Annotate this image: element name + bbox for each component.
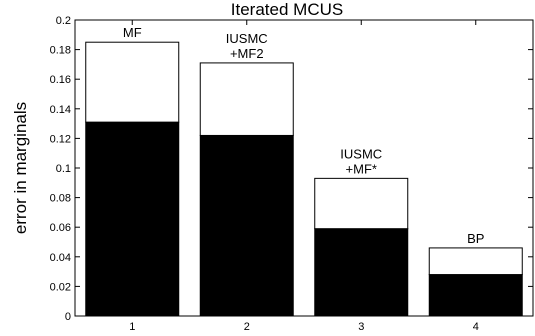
y-tick-label: 0.06 — [50, 222, 71, 234]
bar-annotation: +MF2 — [230, 46, 264, 61]
y-tick-label: 0 — [65, 311, 71, 323]
y-tick-label: 0.02 — [50, 281, 71, 293]
y-axis-label: error in marginals — [11, 102, 30, 234]
bar-lower-segment — [314, 228, 409, 317]
bar-upper-segment — [85, 41, 180, 123]
bar-lower-segment — [428, 274, 523, 317]
y-tick-label: 0.1 — [56, 163, 71, 175]
x-tick-label: 1 — [129, 321, 135, 333]
plot-area: 0 0.02 0.04 0.06 0.08 0.1 0.12 0.14 0.16 0.18 0.2 1… — [50, 15, 534, 333]
y-tick-label: 0.2 — [56, 15, 71, 27]
x-tick-label: 2 — [244, 321, 250, 333]
bar-lower-segment — [85, 121, 180, 317]
y-tick-label: 0.16 — [50, 74, 71, 86]
y-tick-label: 0.14 — [50, 104, 71, 116]
bar-annotation: MF — [123, 25, 142, 40]
y-tick-label: 0.18 — [50, 45, 71, 57]
y-tick-label: 0.04 — [50, 252, 71, 264]
x-tick-label: 3 — [358, 321, 364, 333]
bar-annotation: IUSMC — [340, 146, 382, 161]
chart-title: Iterated MCUS — [231, 0, 343, 19]
bar-upper-segment — [314, 177, 409, 230]
bar-lower-segment — [199, 134, 294, 317]
bar-annotation: BP — [467, 231, 484, 246]
bar-annotation: +MF* — [346, 161, 377, 176]
bar-upper-segment — [428, 247, 523, 276]
x-tick-label: 4 — [473, 321, 479, 333]
bar-annotation: IUSMC — [226, 31, 268, 46]
y-tick-label: 0.12 — [50, 133, 71, 145]
y-tick-label: 0.08 — [50, 193, 71, 205]
bar-upper-segment — [199, 62, 294, 136]
